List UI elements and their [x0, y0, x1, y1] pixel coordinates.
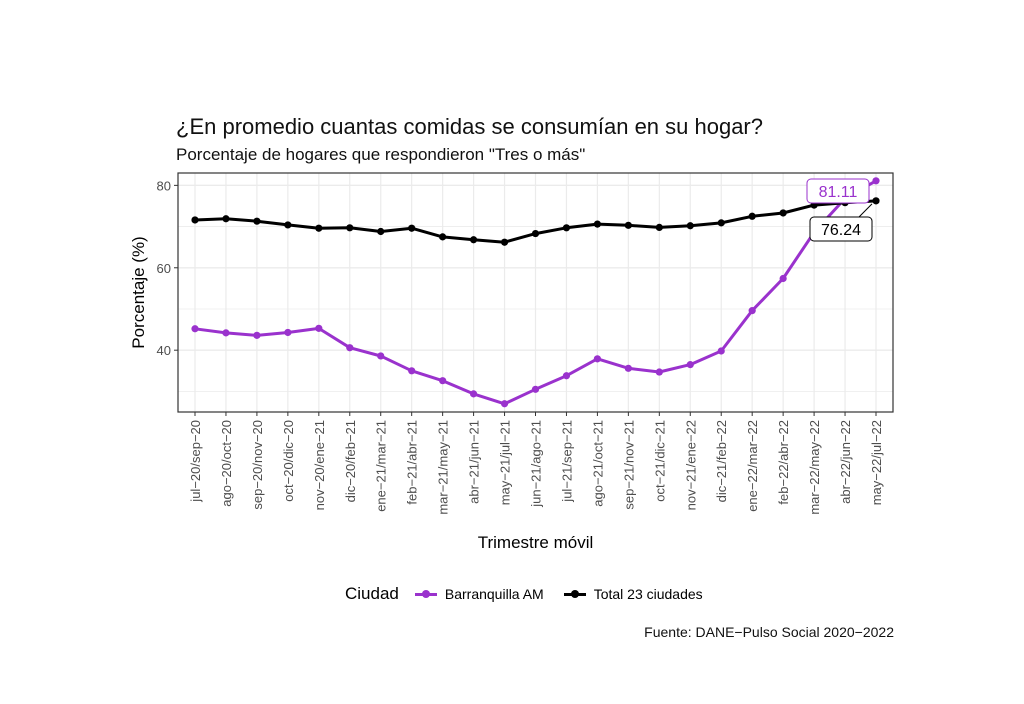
data-point [686, 222, 694, 230]
data-point [284, 328, 292, 337]
end-label-text: 81.11 [819, 184, 858, 201]
legend-item-barranquilla: Barranquilla AM [413, 586, 544, 602]
data-point [191, 216, 199, 224]
data-point [686, 361, 694, 369]
data-point [408, 367, 416, 375]
series-layer [191, 177, 880, 408]
end-label-total: 76.24 [809, 216, 873, 242]
x-tick-label: oct−20/dic−20 [281, 420, 296, 502]
chart-title: ¿En promedio cuantas comidas se consumía… [176, 114, 763, 139]
data-point [624, 364, 632, 372]
x-tick-label: feb−22/abr−22 [776, 420, 791, 505]
x-tick-label: jul−20/sep−20 [188, 420, 203, 503]
grid-lines [178, 173, 893, 412]
data-point [408, 224, 416, 232]
data-point [222, 329, 230, 337]
data-point [717, 219, 725, 227]
x-tick-label: may−22/jul−22 [869, 420, 884, 505]
x-tick-label: feb−21/abr−21 [405, 420, 420, 505]
data-point [562, 372, 571, 380]
x-tick-label: oct−21/dic−21 [652, 420, 667, 502]
x-tick-label: jun−21/ago−21 [529, 420, 544, 508]
x-axis-title: Trimestre móvil [478, 533, 594, 552]
legend-title: Ciudad [345, 584, 399, 603]
data-point [593, 355, 602, 363]
data-point [315, 224, 323, 232]
data-point [500, 400, 509, 408]
legend-label-barranquilla: Barranquilla AM [444, 586, 544, 602]
data-point [346, 224, 354, 232]
y-axis: 40 60 80 [157, 178, 178, 358]
data-point [531, 229, 540, 238]
y-axis-title: Porcentaje (%) [129, 236, 148, 348]
x-tick-label: sep−21/nov−21 [621, 420, 636, 510]
data-point [562, 224, 571, 232]
y-tick-label: 60 [157, 261, 171, 276]
data-point [748, 212, 756, 220]
data-point [284, 221, 292, 229]
end-label-text: 76.24 [821, 222, 861, 239]
data-point [717, 347, 725, 355]
x-tick-label: sep−20/nov−20 [250, 420, 265, 510]
y-tick-label: 80 [157, 178, 171, 193]
data-point [748, 307, 756, 315]
data-point [779, 209, 787, 217]
end-label-barranquilla: 81.11 [806, 178, 870, 204]
data-point [315, 324, 323, 332]
end-labels-layer: 81.11 76.24 [806, 178, 873, 242]
data-point [655, 368, 663, 376]
data-point [439, 377, 447, 385]
legend: Ciudad Barranquilla AM Total 23 ciudades [345, 584, 711, 604]
data-point [222, 215, 230, 223]
data-point [500, 238, 509, 246]
data-point [531, 385, 540, 393]
x-tick-label: ene−22/mar−22 [745, 420, 760, 512]
data-point [469, 236, 478, 244]
legend-label-total: Total 23 ciudades [593, 586, 703, 602]
data-point [377, 227, 385, 236]
data-point [253, 217, 261, 225]
data-point [872, 177, 880, 185]
y-tick-label: 40 [157, 343, 171, 358]
x-axis: jul−20/sep−20 ago−20/oct−20 sep−20/nov−20 o… [188, 412, 884, 515]
data-point [439, 233, 447, 241]
data-point [253, 331, 261, 339]
x-tick-label: dic−21/feb−22 [714, 420, 729, 502]
x-tick-label: may−21/jul−21 [498, 420, 513, 505]
chart-subtitle: Porcentaje de hogares que respondieron "… [176, 145, 586, 164]
end-label-box [809, 216, 873, 242]
data-point [346, 344, 354, 352]
x-tick-label: abr−21/jun−21 [467, 420, 482, 504]
data-point [779, 274, 787, 283]
x-tick-label: ago−20/oct−20 [219, 420, 234, 507]
data-point [593, 220, 602, 228]
x-tick-label: ene−21/mar−21 [374, 420, 389, 512]
x-tick-label: nov−20/ene−21 [312, 420, 327, 510]
data-point [377, 352, 385, 360]
x-tick-label: jul−21/sep−21 [559, 420, 574, 503]
legend-key-barranquilla [413, 588, 439, 600]
x-tick-label: abr−22/jun−22 [838, 420, 853, 504]
x-tick-label: dic−20/feb−21 [343, 420, 358, 502]
data-point [872, 197, 880, 205]
legend-key-total [562, 588, 588, 600]
x-tick-label: nov−21/ene−22 [683, 420, 698, 510]
legend-item-total: Total 23 ciudades [562, 586, 703, 602]
x-tick-label: ago−21/oct−21 [590, 420, 605, 507]
data-point [191, 325, 199, 333]
data-point [469, 390, 478, 398]
end-label-box [806, 178, 870, 204]
source-caption: Fuente: DANE−Pulso Social 2020−2022 [644, 624, 894, 640]
x-tick-label: mar−21/may−21 [436, 420, 451, 515]
data-point [655, 223, 663, 231]
label-connector [858, 203, 873, 218]
data-point [624, 221, 632, 229]
x-tick-label: mar−22/may−22 [807, 420, 822, 515]
